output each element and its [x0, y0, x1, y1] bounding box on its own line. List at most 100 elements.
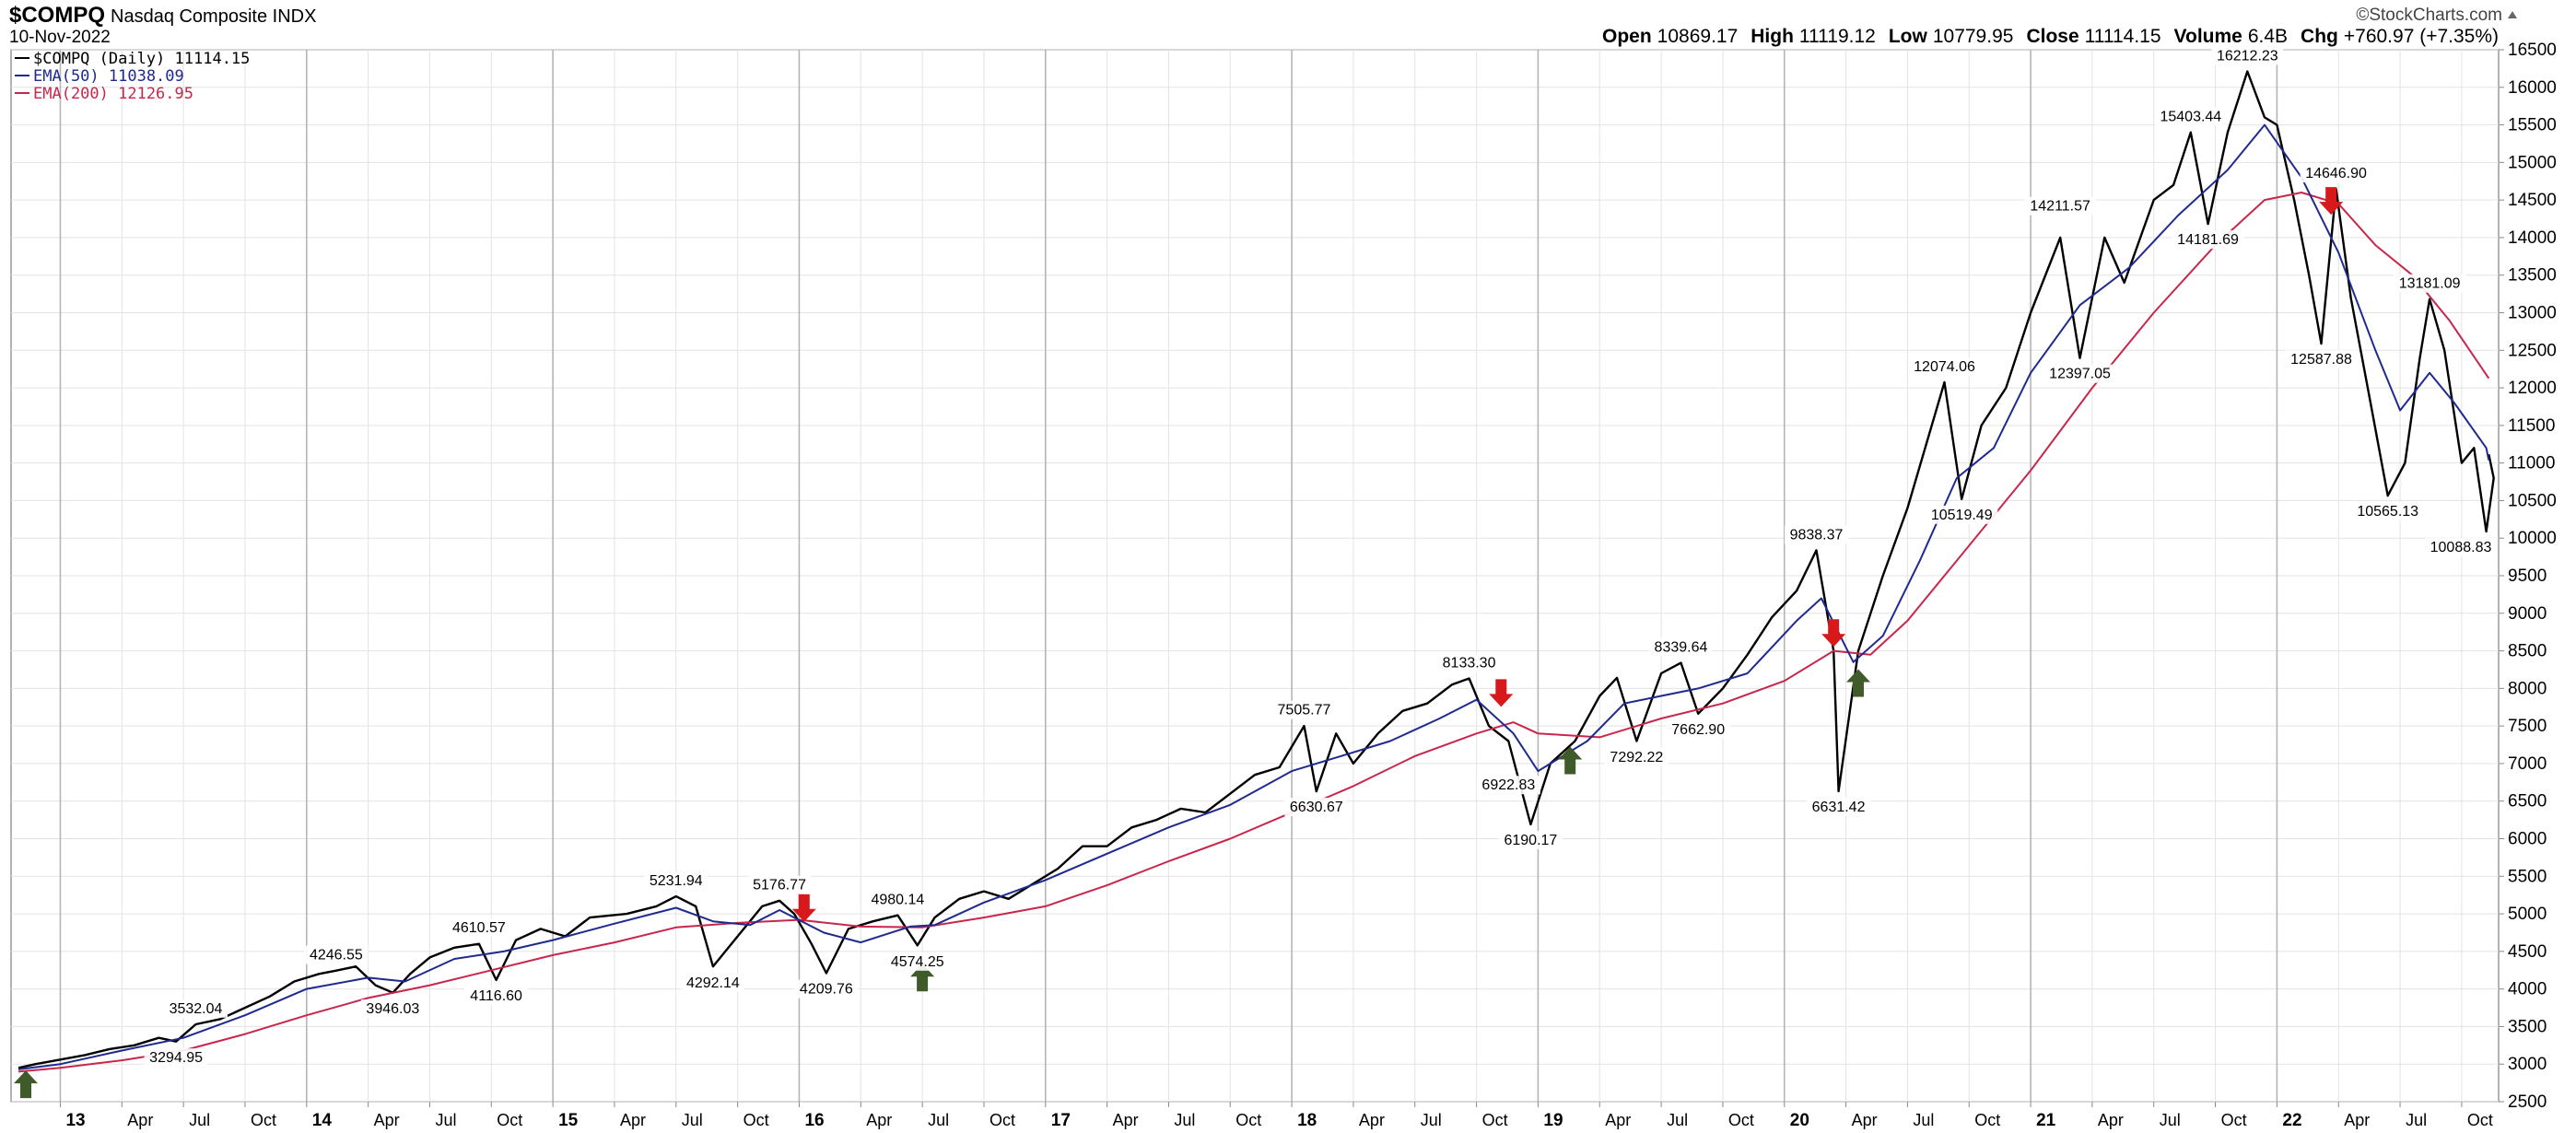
x-tick-label: 17: [1051, 1111, 1071, 1130]
annotation-label: 7662.90: [1671, 722, 1725, 738]
x-tick-label: Apr: [127, 1111, 153, 1129]
sell-arrow-icon: [791, 894, 816, 922]
y-tick-label: 8500: [2508, 642, 2547, 661]
series-line-ema200: [18, 192, 2490, 1073]
annotation-bg: [2154, 107, 2227, 126]
y-tick-label: 8000: [2508, 679, 2547, 698]
x-tick-label: Apr: [1605, 1111, 1631, 1129]
sell-arrow-icon: [2319, 187, 2344, 216]
y-tick-label: 16500: [2508, 41, 2557, 60]
y-tick-label: 11000: [2508, 454, 2555, 473]
x-tick-label: Apr: [1113, 1111, 1139, 1129]
x-tick-label: Oct: [744, 1111, 769, 1129]
annotation-label: 4980.14: [871, 893, 924, 908]
y-tick-label: 5500: [2508, 867, 2547, 886]
annotation-label: 4292.14: [686, 975, 740, 991]
x-tick-label: Apr: [2098, 1111, 2124, 1129]
annotation-label: 8133.30: [1443, 655, 1496, 671]
copyright-label: ©StockCharts.com: [2356, 6, 2502, 25]
y-tick-label: 7000: [2508, 754, 2547, 774]
open-label: Open: [1602, 26, 1652, 47]
volume-value: 6.4B: [2248, 26, 2288, 47]
x-tick-label: Jul: [189, 1111, 210, 1129]
x-tick-label: Jul: [2406, 1111, 2427, 1129]
annotation-label: 6630.67: [1290, 800, 1343, 815]
x-tick-label: 18: [1297, 1111, 1317, 1130]
annotation-label: 14211.57: [2030, 199, 2090, 215]
annotation-bg: [1437, 653, 1502, 672]
annotation-bg: [2351, 502, 2424, 521]
series-layer: [18, 70, 2495, 1073]
annotation-bg: [747, 875, 812, 894]
y-tick-label: 16000: [2508, 78, 2557, 98]
x-tick-label: Apr: [2344, 1111, 2370, 1129]
x-tick-label: Oct: [251, 1111, 276, 1129]
collapse-icon[interactable]: [2508, 11, 2517, 18]
y-tick-label: 10500: [2508, 491, 2557, 510]
chg-label: Chg: [2301, 26, 2338, 47]
grid-layer: [11, 49, 2499, 1103]
x-tick-label: Apr: [1852, 1111, 1878, 1129]
annotation-label: 14181.69: [2177, 232, 2239, 248]
annotation-label: 9838.37: [1790, 527, 1844, 543]
y-tick-label: 13000: [2508, 304, 2557, 323]
x-tick-label: Jul: [1667, 1111, 1688, 1129]
volume-label: Volume: [2174, 26, 2242, 47]
y-tick-label: 10000: [2508, 529, 2557, 548]
annotation-label: 4610.57: [452, 920, 506, 936]
x-tick-label: Jul: [928, 1111, 949, 1129]
annotation-bg: [2211, 46, 2284, 65]
annotation-bg: [2285, 350, 2358, 369]
y-tick-label: 2500: [2508, 1092, 2547, 1112]
buy-arrow-icon: [14, 1070, 38, 1099]
annotation-label: 10088.83: [2430, 540, 2492, 555]
x-tick-label: 14: [312, 1111, 333, 1130]
x-tick-label: Jul: [2160, 1111, 2181, 1129]
y-tick-label: 11500: [2508, 416, 2555, 436]
sell-arrow-icon: [1821, 619, 1846, 648]
open-value: 10869.17: [1657, 26, 1739, 47]
x-tick-label: 19: [1543, 1111, 1563, 1130]
legend-label-ema200: EMA(200) 12126.95: [33, 85, 193, 103]
legend-label-price: $COMPQ (Daily) 11114.15: [33, 50, 250, 68]
annotation-bg: [2394, 274, 2466, 293]
y-tick-label: 15000: [2508, 153, 2557, 172]
series-line-ema50: [18, 123, 2490, 1070]
y-tick-label: 9500: [2508, 566, 2547, 586]
annotation-bg: [1476, 776, 1540, 795]
buy-arrow-icon: [1558, 746, 1583, 775]
y-tick-label: 14000: [2508, 228, 2557, 248]
y-tick-label: 3500: [2508, 1017, 2547, 1036]
annotation-bg: [2043, 364, 2116, 383]
x-tick-label: Oct: [1728, 1111, 1754, 1129]
annotation-bg: [794, 979, 859, 999]
low-value: 10779.95: [1933, 26, 2014, 47]
annotation-label: 4574.25: [891, 954, 944, 970]
annotation-bg: [681, 973, 745, 992]
annotation-label: 12397.05: [2049, 367, 2111, 382]
y-tick-label: 6500: [2508, 792, 2547, 812]
chg-value: +760.97 (+7.35%): [2344, 26, 2499, 47]
x-tick-label: Apr: [1359, 1111, 1385, 1129]
annotation-label: 14646.90: [2305, 166, 2367, 181]
y-tick-label: 7500: [2508, 717, 2547, 736]
annotation-bg: [865, 890, 930, 909]
legend-label-ema50: EMA(50) 11038.09: [33, 67, 184, 86]
annotation-bg: [1284, 798, 1349, 817]
x-tick-label: 20: [1790, 1111, 1809, 1130]
x-tick-label: Jul: [435, 1111, 456, 1129]
annotation-bg: [644, 871, 708, 891]
x-tick-label: 16: [804, 1111, 824, 1130]
x-tick-label: Oct: [2221, 1111, 2247, 1129]
annotation-bg: [447, 917, 511, 937]
x-tick-label: Jul: [1913, 1111, 1934, 1129]
sell-arrow-icon: [1489, 679, 1514, 707]
annotation-bg: [2300, 164, 2372, 183]
annotation-bg: [1926, 505, 1998, 524]
x-axis: 13 Apr Jul Oct 14 Apr Jul Oct 15 Apr Jul Oct 16 Apr Ju…: [59, 1102, 2493, 1130]
annotation-bg: [304, 945, 369, 964]
annotation-label: 3532.04: [170, 1001, 223, 1017]
index-name: Nasdaq Composite INDX: [111, 6, 316, 27]
